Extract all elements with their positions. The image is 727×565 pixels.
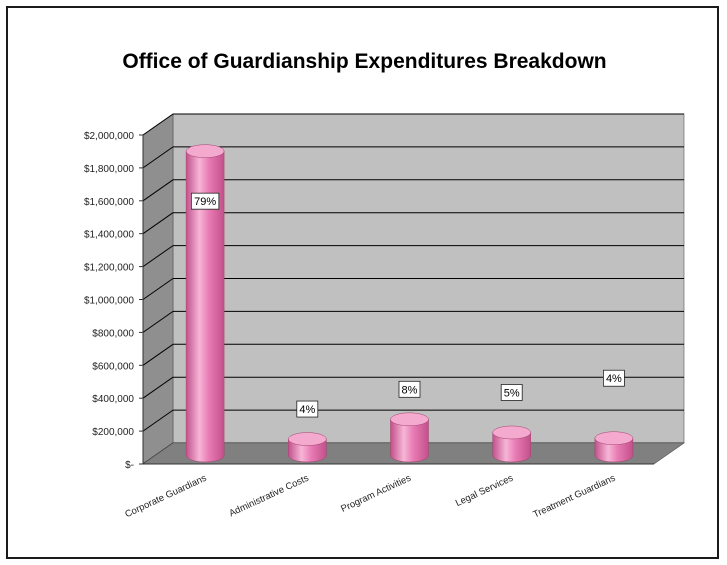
bar-top-5 <box>594 431 634 445</box>
data-label-box-2 <box>296 400 319 418</box>
gridline-side <box>142 113 174 136</box>
data-label-3: 8% <box>402 384 418 396</box>
y-tick-label: $600,000 <box>92 361 134 372</box>
y-tick-label: $1,800,000 <box>84 164 134 175</box>
x-tick-label: Legal Services <box>454 473 515 509</box>
y-tick-label: $1,200,000 <box>84 263 134 274</box>
gridline-side <box>142 212 174 235</box>
x-tick-label: Program Activities <box>339 473 413 515</box>
gridline-side <box>142 409 174 432</box>
bar-3 <box>390 419 429 463</box>
x-tick-label: Corporate Guardians <box>123 473 208 521</box>
y-tick-label: $- <box>125 460 134 471</box>
data-label-5: 4% <box>606 373 622 385</box>
bar-4 <box>492 432 531 463</box>
bar-top-3 <box>390 412 429 427</box>
y-tick-label: $1,400,000 <box>84 230 134 241</box>
data-label-box-5 <box>603 369 625 387</box>
bar-1 <box>185 150 225 463</box>
bar-top-4 <box>492 425 531 440</box>
y-tick-label: $2,000,000 <box>84 131 134 142</box>
x-tick-label: Treatment Guardians <box>531 473 617 521</box>
x-tick-label: Administrative Costs <box>227 473 310 520</box>
gridline-side <box>142 278 174 300</box>
bar-top-1 <box>185 144 225 158</box>
gridline-side <box>142 310 174 333</box>
gridline-side <box>142 343 174 366</box>
data-label-box-4 <box>500 384 523 401</box>
y-tick-label: $1,000,000 <box>84 296 134 307</box>
gridline-side <box>142 245 174 268</box>
y-tick-label: $400,000 <box>92 394 134 405</box>
y-tick-label: $200,000 <box>92 427 134 438</box>
y-tick-label: $800,000 <box>92 328 134 339</box>
bar-top-2 <box>288 432 327 446</box>
data-label-2: 4% <box>299 404 315 416</box>
data-label-box-1 <box>190 192 220 210</box>
y-tick-label: $1,600,000 <box>84 197 134 208</box>
gridline-side <box>142 376 174 399</box>
chart-title: Office of Guardianship Expenditures Brea… <box>122 50 607 73</box>
data-label-4: 5% <box>504 387 520 399</box>
bar-5 <box>594 437 634 463</box>
gridline-side <box>142 179 174 202</box>
gridline-side <box>142 146 174 169</box>
data-label-box-3 <box>398 380 421 398</box>
data-label-1: 79% <box>194 196 216 208</box>
